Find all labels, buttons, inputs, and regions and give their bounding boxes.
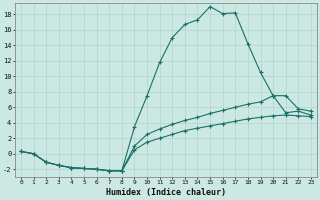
X-axis label: Humidex (Indice chaleur): Humidex (Indice chaleur) bbox=[106, 188, 226, 197]
